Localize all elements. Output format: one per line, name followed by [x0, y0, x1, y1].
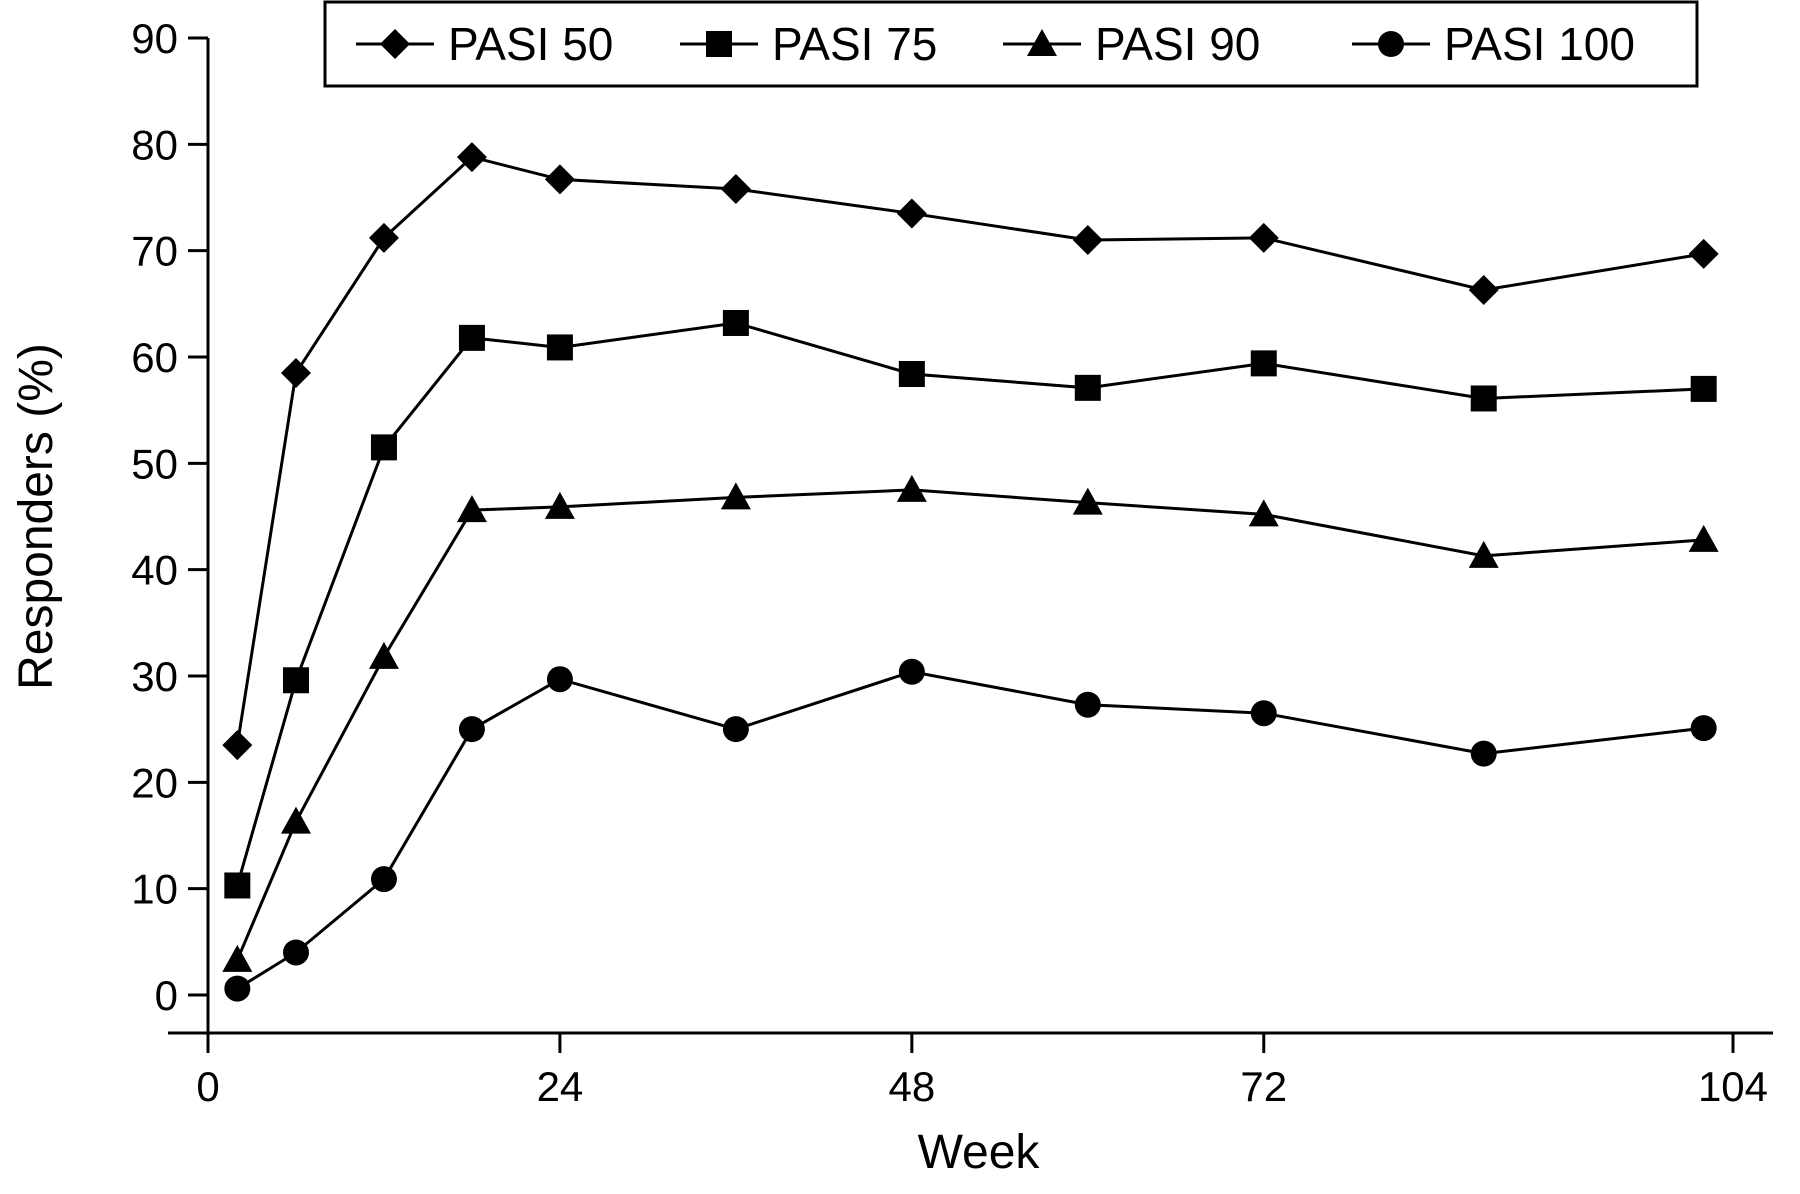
legend-box — [323, 0, 1699, 88]
data-point-2-5 — [546, 334, 573, 361]
x-tick-label: 24 — [537, 1063, 584, 1110]
y-tick-label: 40 — [131, 547, 178, 594]
data-point-4-11 — [1690, 715, 1717, 742]
y-tick-label: 30 — [131, 653, 178, 700]
data-point-2-10 — [1470, 385, 1497, 412]
data-point-1-5 — [544, 164, 575, 195]
data-point-4-6 — [722, 716, 749, 743]
y-tick-label: 0 — [155, 972, 178, 1019]
data-point-4-5 — [546, 666, 573, 693]
data-point-3-9 — [1248, 499, 1279, 527]
legend-entry-label: PASI 50 — [448, 18, 613, 70]
legend: PASI 50 PASI 75 PASI 90 PASI 100 — [323, 0, 1699, 88]
legend-marker — [1027, 29, 1057, 56]
data-point-2-6 — [722, 309, 749, 336]
data-point-2-4 — [458, 324, 485, 351]
data-point-3-3 — [368, 641, 399, 669]
data-point-4-2 — [282, 939, 309, 966]
data-point-2-9 — [1250, 350, 1277, 377]
data-point-4-9 — [1250, 700, 1277, 727]
data-point-1-11 — [1688, 238, 1719, 269]
data-point-2-1 — [224, 872, 251, 899]
legend-marker — [1378, 31, 1404, 57]
data-point-1-9 — [1248, 222, 1279, 253]
data-point-2-3 — [370, 434, 397, 461]
data-point-1-2 — [280, 357, 311, 388]
data-point-2-2 — [282, 667, 309, 694]
series-markers — [222, 142, 1719, 1002]
y-tick-label: 90 — [131, 15, 178, 62]
data-point-3-1 — [222, 944, 253, 972]
data-point-1-10 — [1468, 275, 1499, 306]
data-point-1-8 — [1072, 225, 1103, 256]
x-tick-label: 104 — [1698, 1063, 1768, 1110]
series-line-1 — [235, 155, 1704, 746]
legend-marker — [706, 31, 732, 57]
data-point-3-6 — [720, 482, 751, 510]
x-tick-label: 0 — [196, 1063, 219, 1110]
data-point-4-8 — [1074, 691, 1101, 718]
data-point-4-4 — [458, 716, 485, 743]
data-point-4-10 — [1470, 740, 1497, 767]
axes: 0 10 20 30 40 50 60 70 80 90 0 24 48 72 104 — [131, 15, 1773, 1110]
data-point-3-11 — [1688, 524, 1719, 552]
y-tick-label: 50 — [131, 440, 178, 487]
data-point-1-4 — [456, 142, 487, 173]
legend-marker — [380, 29, 410, 59]
data-point-1-1 — [222, 730, 253, 761]
legend-entry-label: PASI 75 — [772, 18, 937, 70]
data-point-3-10 — [1468, 540, 1499, 568]
x-tick-label: 48 — [888, 1063, 935, 1110]
data-point-3-2 — [280, 806, 311, 834]
x-axis-label: Week — [918, 1126, 1041, 1179]
y-axis-label: Responders (%) — [10, 343, 63, 690]
data-point-4-1 — [224, 975, 251, 1002]
data-point-1-7 — [896, 198, 927, 229]
data-point-3-8 — [1072, 487, 1103, 515]
data-point-2-8 — [1074, 374, 1101, 401]
data-point-1-6 — [720, 173, 751, 204]
data-point-3-7 — [896, 474, 927, 502]
y-tick-label: 70 — [131, 228, 178, 275]
y-tick-label: 60 — [131, 334, 178, 381]
data-point-1-3 — [368, 222, 399, 253]
x-tick-label: 72 — [1240, 1063, 1287, 1110]
data-point-3-5 — [544, 491, 575, 519]
series-line-4 — [236, 670, 1704, 990]
y-tick-label: 80 — [131, 121, 178, 168]
legend-entry-label: PASI 100 — [1444, 18, 1635, 70]
y-tick-label: 20 — [131, 759, 178, 806]
data-point-4-3 — [370, 866, 397, 893]
data-point-3-4 — [456, 495, 487, 523]
data-point-2-11 — [1690, 375, 1717, 402]
data-point-4-7 — [898, 658, 925, 685]
y-tick-label: 10 — [131, 866, 178, 913]
legend-entry-label: PASI 90 — [1095, 18, 1260, 70]
data-point-2-7 — [898, 361, 925, 388]
